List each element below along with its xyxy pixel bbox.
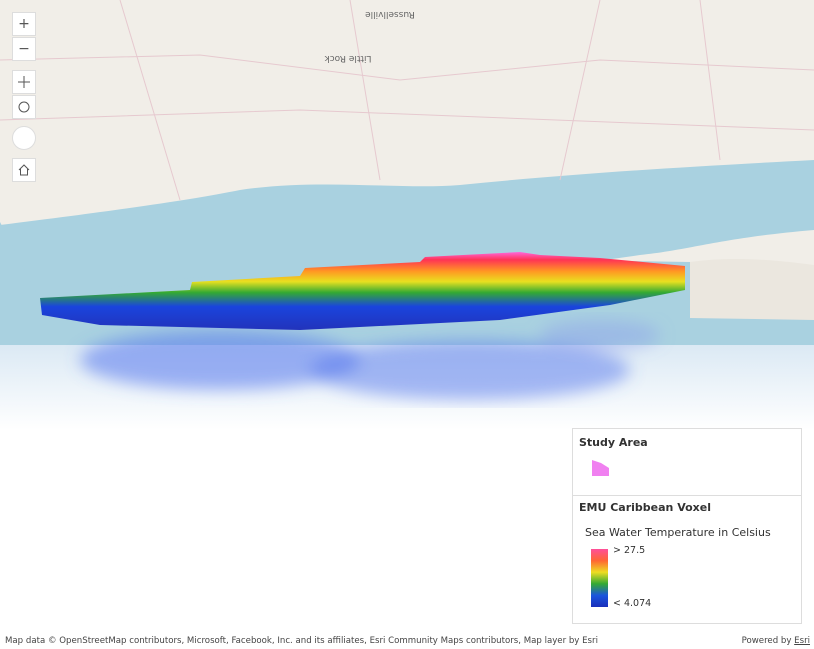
pan-tool[interactable] (12, 70, 36, 94)
compass[interactable] (12, 126, 36, 150)
place-label: Russellville (365, 9, 415, 19)
field-name: Sea Water Temperature in Celsius (585, 526, 771, 539)
attribution: Map data © OpenStreetMap contributors, M… (5, 636, 598, 646)
ramp-max-label: > 27.5 (613, 545, 646, 556)
legend-title: Study Area (579, 436, 648, 449)
zoom-out[interactable]: − (12, 37, 36, 61)
zoom-in[interactable]: + (12, 12, 36, 36)
divider (573, 495, 801, 496)
powered-by-text: Powered by (741, 636, 792, 646)
place-label: Little Rock (324, 53, 372, 63)
voxel-shadow (80, 320, 660, 400)
legend-title: EMU Caribbean Voxel (579, 501, 711, 514)
ramp-min-label: < 4.074 (613, 598, 652, 609)
home[interactable] (12, 158, 36, 182)
roads (0, 0, 814, 201)
color-ramp (591, 549, 608, 607)
rotate-tool[interactable] (12, 95, 36, 119)
icon (18, 101, 30, 113)
esri-link[interactable]: Esri (794, 636, 810, 646)
scene-view[interactable]: Russellville Little Rock (0, 0, 814, 430)
powered-by: Powered by Esri (742, 636, 810, 646)
icon (18, 76, 30, 88)
legend: Study Area EMU Caribbean Voxel Sea Water… (572, 428, 802, 624)
voxel-layer (40, 252, 685, 330)
study-area-swatch (592, 460, 609, 476)
land (690, 258, 814, 320)
icon (18, 164, 30, 176)
icon (20, 134, 28, 142)
